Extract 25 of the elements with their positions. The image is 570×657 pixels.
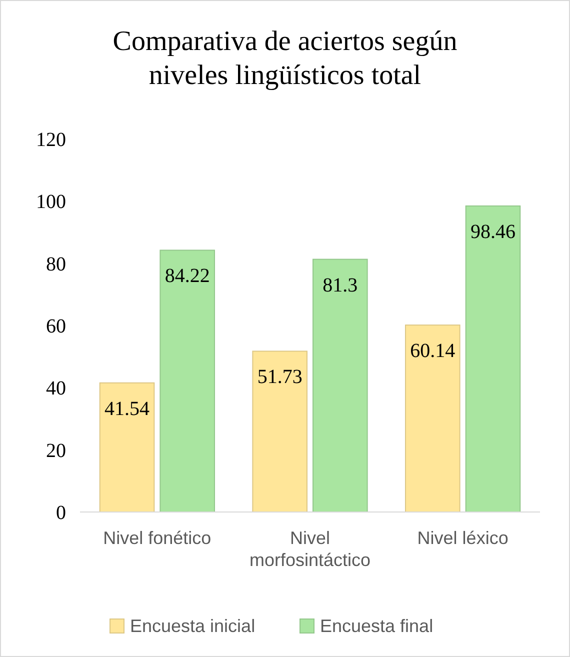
bar bbox=[252, 350, 308, 512]
chart-title: Comparativa de aciertos según niveles lingüísticos total bbox=[112, 26, 458, 91]
bar bbox=[160, 250, 215, 512]
y-tick-label: 120 bbox=[36, 129, 66, 151]
legend-label: Encuesta inicial bbox=[130, 616, 256, 636]
y-tick-label: 100 bbox=[36, 191, 66, 214]
data-label: 41.54 bbox=[104, 398, 150, 420]
data-label: 60.14 bbox=[410, 340, 456, 362]
x-tick-label: Nivel fonético bbox=[103, 528, 212, 548]
legend-label: Encuesta final bbox=[320, 616, 434, 636]
y-tick-label: 0 bbox=[56, 502, 66, 524]
y-tick-label: 80 bbox=[46, 253, 66, 276]
bar bbox=[405, 324, 460, 512]
data-label: 81.3 bbox=[322, 274, 358, 296]
y-tick-label: 20 bbox=[46, 440, 66, 462]
x-tick-label: Nivel morfosintáctico bbox=[249, 528, 371, 570]
data-label: 51.73 bbox=[257, 366, 302, 388]
bar bbox=[99, 382, 155, 512]
x-tick-label: Nivel léxico bbox=[417, 528, 508, 548]
data-label: 84.22 bbox=[164, 265, 210, 288]
bar bbox=[312, 258, 368, 512]
y-tick-label: 40 bbox=[46, 378, 66, 400]
data-label: 98.46 bbox=[470, 220, 516, 243]
y-tick-label: 60 bbox=[46, 316, 66, 338]
bar bbox=[465, 205, 521, 512]
